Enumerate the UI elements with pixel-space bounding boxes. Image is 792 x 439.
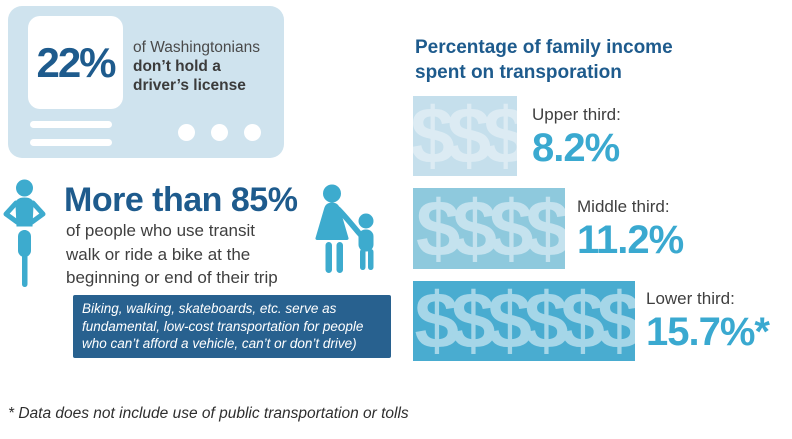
license-text-line3: driver’s license	[133, 77, 246, 94]
transit-line1: of people who use transit	[66, 221, 256, 240]
transit-line2: walk or ride a bike at the	[66, 244, 251, 264]
income-title-line2: spent on transporation	[415, 62, 622, 83]
lower-third-text: Lower third: 15.7%*	[646, 288, 770, 354]
upper-third-dollar-box: $$$	[413, 96, 517, 176]
license-stat-box: 22%	[28, 16, 123, 109]
tier-label: Lower third:	[646, 289, 735, 308]
upper-third-text: Upper third: 8.2%	[532, 104, 621, 170]
card-line-bar	[30, 139, 112, 146]
transit-headline: More than 85%	[64, 181, 298, 219]
dollar-signs: $$$	[413, 96, 517, 176]
card-dot	[178, 124, 195, 141]
note-box: Biking, walking, skateboards, etc. serve…	[73, 295, 391, 358]
middle-third-text: Middle third: 11.2%	[577, 196, 684, 262]
license-stat-value: 22%	[36, 38, 116, 86]
tier-value: 11.2%	[577, 218, 684, 262]
income-title: Percentage of family income spent on tra…	[415, 35, 673, 85]
tier-value: 8.2%	[532, 126, 620, 170]
cyclist-icon	[3, 179, 46, 287]
card-dot	[244, 124, 261, 141]
lower-third-dollar-box: $$$$$$	[413, 281, 635, 361]
transit-line3: beginning or end of their trip	[66, 268, 278, 287]
tier-label: Middle third:	[577, 197, 670, 216]
dollar-signs: $$$$$$	[414, 281, 635, 361]
license-text-line1: of Washingtonians	[133, 39, 260, 56]
transit-description: of people who use transit walk or ride a…	[66, 219, 278, 290]
card-dot	[211, 124, 228, 141]
middle-third-dollar-box: $$$$	[413, 188, 565, 269]
tier-value: 15.7%*	[646, 310, 770, 354]
income-title-line1: Percentage of family income	[415, 37, 673, 58]
footnote: * Data does not include use of public tr…	[8, 405, 409, 422]
license-card: 22% of Washingtonians don’t hold a drive…	[8, 6, 284, 158]
license-text-line2: don’t hold a	[133, 58, 221, 75]
tier-label: Upper third:	[532, 105, 621, 124]
card-line-bar	[30, 121, 112, 128]
woman-and-child-icon	[315, 184, 374, 273]
license-text: of Washingtonians don’t hold a driver’s …	[133, 38, 260, 95]
dollar-signs: $$$$	[416, 188, 565, 269]
note-text: Biking, walking, skateboards, etc. serve…	[82, 301, 364, 351]
